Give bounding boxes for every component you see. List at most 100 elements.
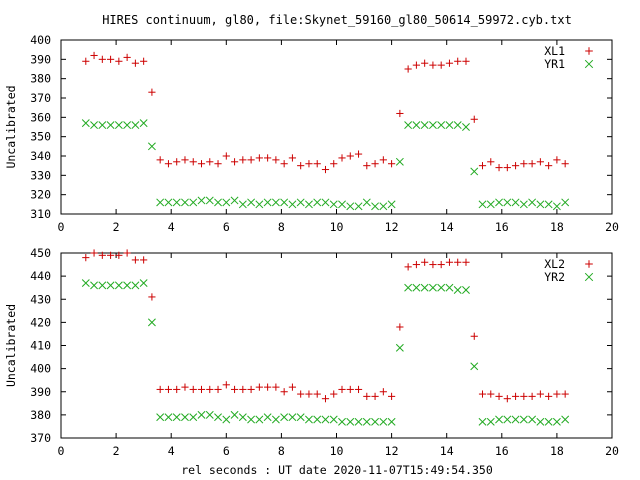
data-point (553, 156, 561, 164)
data-point (321, 198, 330, 207)
data-point (346, 385, 354, 394)
x-tick-label: 6 (223, 220, 230, 234)
data-point (255, 200, 264, 209)
data-point (239, 156, 247, 164)
data-point (354, 202, 363, 211)
top-panel: 0 2 4 6 8 10 12 14 16 18 20 310 320 330 340 350 360 370 38… (4, 33, 619, 234)
data-point (114, 121, 123, 130)
data-point (156, 413, 165, 422)
data-point (478, 417, 487, 426)
data-point (140, 57, 148, 65)
data-point (437, 283, 446, 292)
data-point (453, 286, 462, 294)
data-point (379, 156, 387, 164)
data-point (131, 121, 140, 130)
data-point (470, 362, 479, 371)
data-point (528, 415, 537, 424)
y-axis-label: Uncalibrated (4, 85, 18, 168)
data-point (395, 343, 404, 352)
data-point (164, 160, 173, 168)
data-point (197, 385, 206, 394)
data-point (189, 198, 198, 207)
data-point (131, 281, 140, 290)
y-tick-label: 390 (30, 385, 51, 399)
data-point (197, 196, 206, 205)
data-point (189, 158, 197, 166)
data-point (247, 198, 256, 207)
data-point (363, 392, 371, 400)
data-point (412, 61, 420, 69)
y-tick-label: 410 (30, 339, 51, 353)
y-tick-label: 400 (30, 33, 51, 47)
data-point (388, 392, 396, 400)
data-point (536, 417, 545, 426)
data-point (197, 160, 206, 168)
data-point (296, 413, 305, 422)
data-point (288, 200, 297, 209)
x-tick-label: 8 (278, 220, 285, 234)
data-point (181, 383, 189, 391)
data-point (106, 121, 115, 130)
data-point (247, 415, 256, 424)
data-point (321, 415, 330, 424)
data-point (139, 279, 148, 288)
data-point (305, 390, 313, 398)
chart-title: HIRES continuum, gl80, file:Skynet_59160… (102, 13, 572, 27)
data-point (362, 198, 371, 207)
data-point (206, 158, 214, 166)
data-point (115, 57, 123, 65)
x-tick-label: 16 (495, 220, 509, 234)
data-point (487, 158, 495, 166)
y-tick-label: 360 (30, 110, 51, 124)
legend-label: XL2 (544, 257, 565, 271)
data-point (462, 258, 470, 266)
data-point (346, 202, 355, 211)
data-point (147, 142, 156, 151)
x-tick-label: 14 (440, 220, 454, 234)
data-point (404, 121, 413, 130)
series-yr2 (81, 279, 570, 426)
data-point (420, 283, 429, 292)
data-point (428, 121, 437, 130)
data-point (478, 200, 487, 209)
data-point (346, 152, 354, 160)
data-point (148, 88, 156, 96)
data-point (421, 59, 429, 67)
data-point (511, 198, 520, 207)
data-point (280, 198, 289, 207)
data-point (362, 417, 371, 426)
data-point (511, 415, 520, 424)
data-point (222, 198, 231, 207)
data-point (536, 200, 545, 209)
data-point (263, 413, 272, 422)
data-point (214, 413, 222, 422)
data-point (338, 154, 346, 162)
data-point (371, 417, 380, 426)
data-point (329, 415, 338, 424)
y-tick-label: 370 (30, 91, 51, 105)
x-tick-label: 12 (385, 220, 399, 234)
data-point (470, 115, 478, 123)
data-point (511, 392, 520, 400)
data-point (429, 61, 437, 69)
data-point (321, 395, 330, 403)
y-tick-label: 350 (30, 130, 51, 144)
y-tick-label: 340 (30, 149, 51, 163)
data-point (304, 200, 313, 209)
data-point (379, 202, 388, 211)
data-point (412, 283, 421, 292)
data-point (197, 410, 206, 419)
data-point (445, 258, 454, 266)
legend-marker (584, 272, 594, 282)
data-point (238, 200, 247, 209)
data-point (486, 417, 495, 426)
data-point (379, 417, 388, 426)
data-point (156, 156, 164, 164)
data-point (487, 390, 495, 398)
data-point (445, 59, 454, 67)
data-point (561, 198, 570, 207)
data-point (552, 417, 561, 426)
data-point (354, 385, 363, 394)
data-point (115, 251, 123, 259)
